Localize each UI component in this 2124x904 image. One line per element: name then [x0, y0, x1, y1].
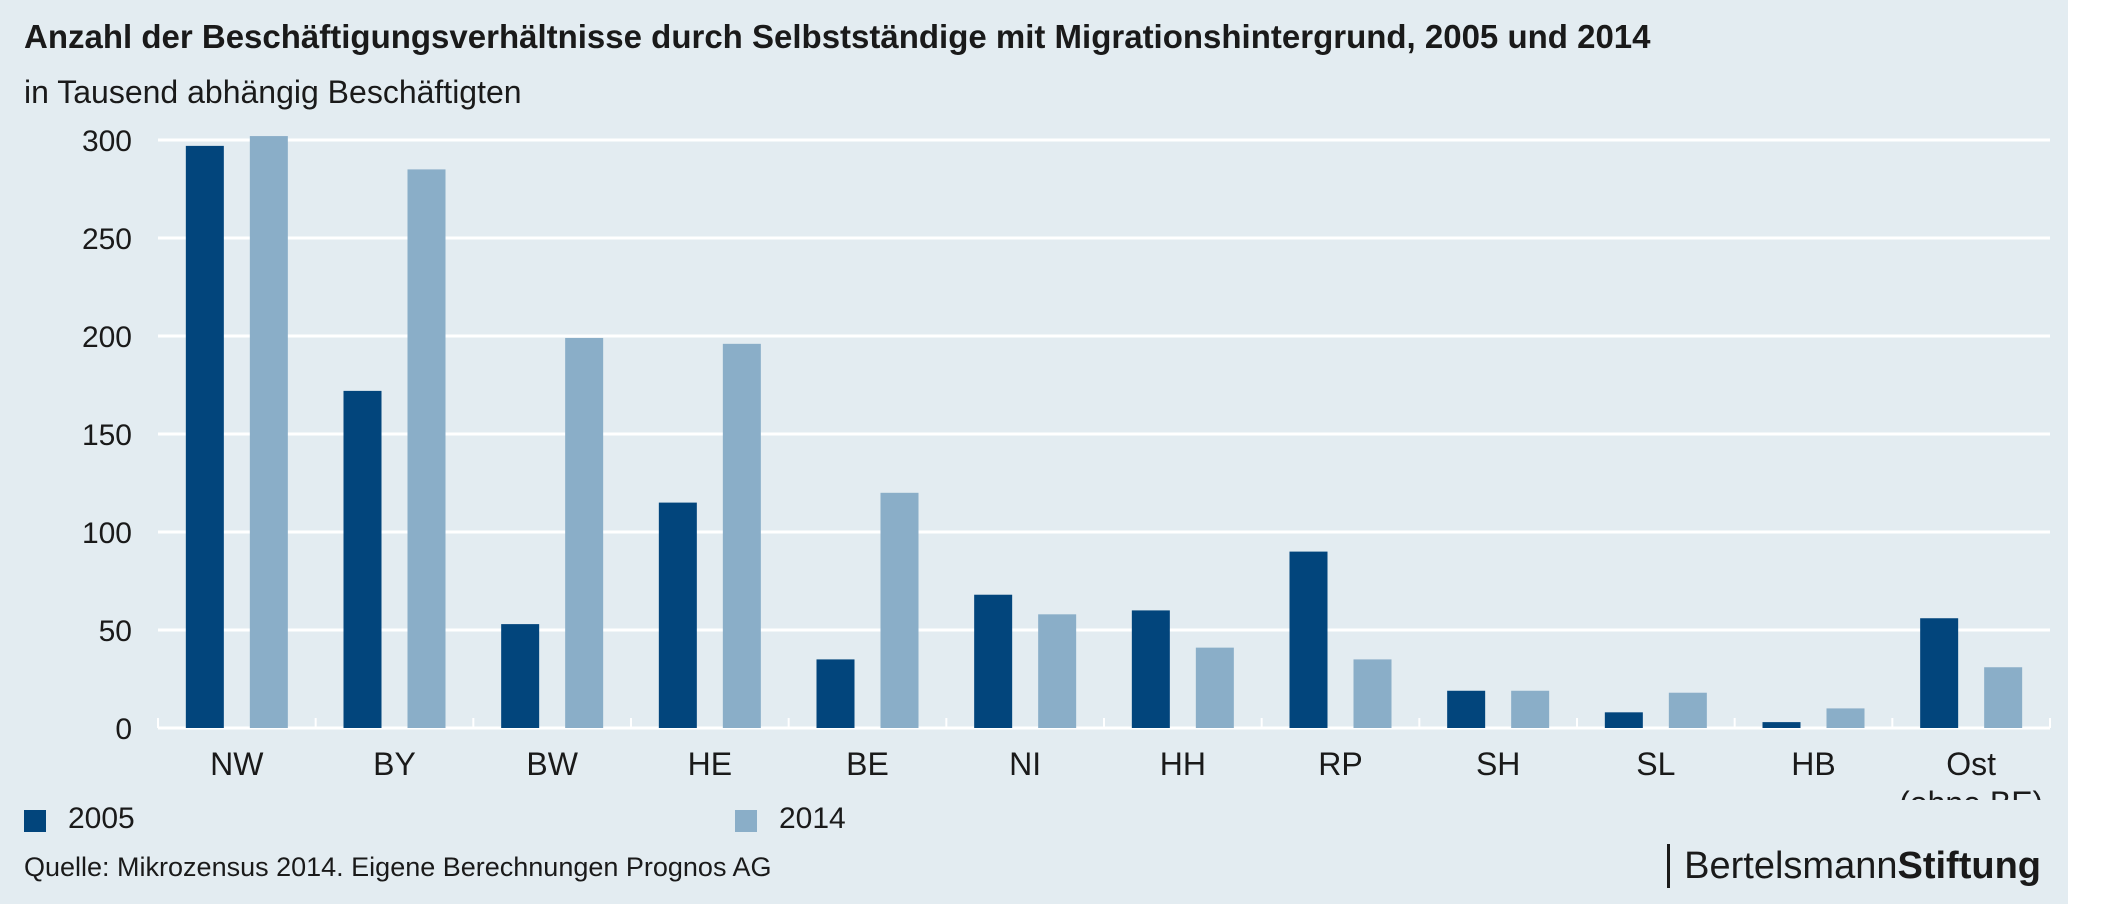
bar-2005-HB — [1762, 722, 1801, 728]
bar-2014-HH — [1195, 647, 1234, 728]
source-note: Quelle: Mikrozensus 2014. Eigene Berechn… — [24, 852, 772, 882]
y-tick-label: 0 — [115, 713, 132, 746]
x-tick-label: RP — [1318, 746, 1362, 782]
x-tick-label: HE — [688, 746, 732, 782]
bar-2014-BE — [880, 492, 919, 728]
x-tick-label: BY — [373, 746, 416, 782]
x-tick-label: BE — [846, 746, 889, 782]
bar-chart: 0 50 100 150 200 250 300 NW BY BW HE BE NI HH RP SH SL HB… — [82, 125, 2051, 800]
bar-2005-SH — [1447, 690, 1486, 728]
bar-2005-NW — [185, 145, 224, 728]
bar-2005-BY — [343, 390, 382, 728]
brand-logo: BertelsmannStiftung — [1667, 844, 2041, 888]
y-tick-label: 50 — [99, 615, 132, 648]
y-tick-label: 250 — [82, 223, 132, 256]
bar-2005-SL — [1604, 712, 1643, 728]
bar-2005-BW — [501, 624, 540, 728]
y-tick-label: 150 — [82, 419, 132, 452]
brand-name: Bertelsmann — [1684, 845, 1898, 887]
bar-2014-NW — [249, 136, 288, 728]
bar-2005-RP — [1289, 551, 1328, 728]
bar-2014-BW — [565, 337, 604, 728]
bar-2014-Ost — [1984, 667, 2023, 728]
bar-2005-HE — [658, 502, 697, 728]
chart-subtitle: in Tausend abhängig Beschäftigten — [24, 74, 522, 110]
bar-2014-RP — [1353, 659, 1392, 728]
bar-2005-BE — [816, 659, 855, 728]
legend-label-2014: 2014 — [779, 802, 846, 835]
bar-2014-SH — [1511, 690, 1550, 728]
x-tick-label: HH — [1160, 746, 1206, 782]
x-tick-label: SH — [1476, 746, 1520, 782]
bar-2005-HH — [1131, 610, 1170, 728]
x-tick-label: BW — [526, 746, 578, 782]
bar-2014-NI — [1038, 614, 1077, 728]
y-tick-label: 200 — [82, 321, 132, 354]
bar-2014-HB — [1826, 708, 1865, 728]
x-tick-label: Ost(ohne BE) — [1899, 746, 2043, 800]
bar-2014-BY — [407, 169, 446, 728]
x-tick-label: SL — [1636, 746, 1675, 782]
bar-2005-Ost — [1920, 618, 1959, 728]
y-tick-label: 300 — [82, 125, 132, 158]
legend-swatch-2005 — [24, 810, 46, 832]
legend-label-2005: 2005 — [68, 802, 135, 835]
bar-2014-HE — [722, 343, 761, 728]
brand-name-bold: Stiftung — [1897, 845, 2041, 887]
legend-swatch-2014 — [735, 810, 757, 832]
y-tick-label: 100 — [82, 517, 132, 550]
bar-2014-SL — [1668, 692, 1707, 728]
x-tick-label: NI — [1009, 746, 1041, 782]
x-tick-label: HB — [1791, 746, 1835, 782]
x-tick-label: NW — [210, 746, 264, 782]
bar-2005-NI — [974, 594, 1013, 728]
chart-title: Anzahl der Beschäftigungsverhältnisse du… — [24, 18, 1651, 55]
